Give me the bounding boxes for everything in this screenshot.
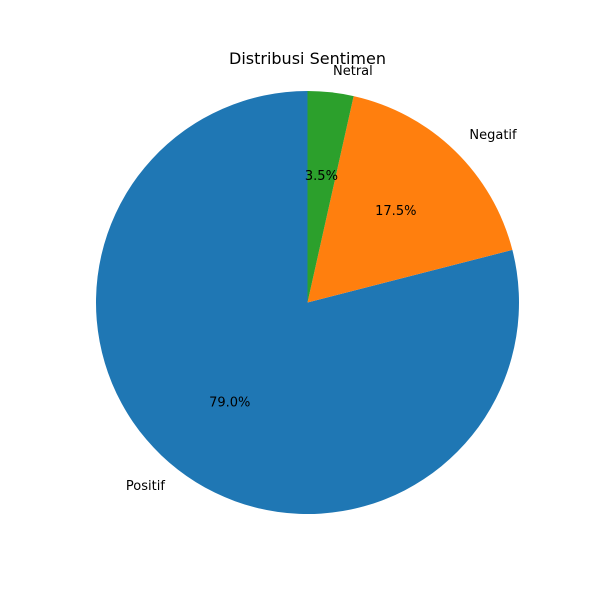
slice-label-netral: Netral xyxy=(333,64,373,79)
pie-slice-positif xyxy=(96,91,519,515)
slice-label-negatif: Negatif xyxy=(469,128,517,143)
slice-percent-negatif: 17.5% xyxy=(375,204,416,219)
slice-percent-netral: 3.5% xyxy=(305,169,338,184)
pie-slices xyxy=(96,91,519,515)
pie-slice-netral xyxy=(307,91,354,303)
pie-slice-negatif xyxy=(307,96,513,303)
chart-title: Distribusi Sentimen xyxy=(229,49,386,68)
pie-labels: Positif 79.0% Negatif 17.5% Netral 3.5% xyxy=(126,64,517,494)
slice-label-positif: Positif xyxy=(126,479,165,494)
slice-percent-positif: 79.0% xyxy=(209,395,250,410)
